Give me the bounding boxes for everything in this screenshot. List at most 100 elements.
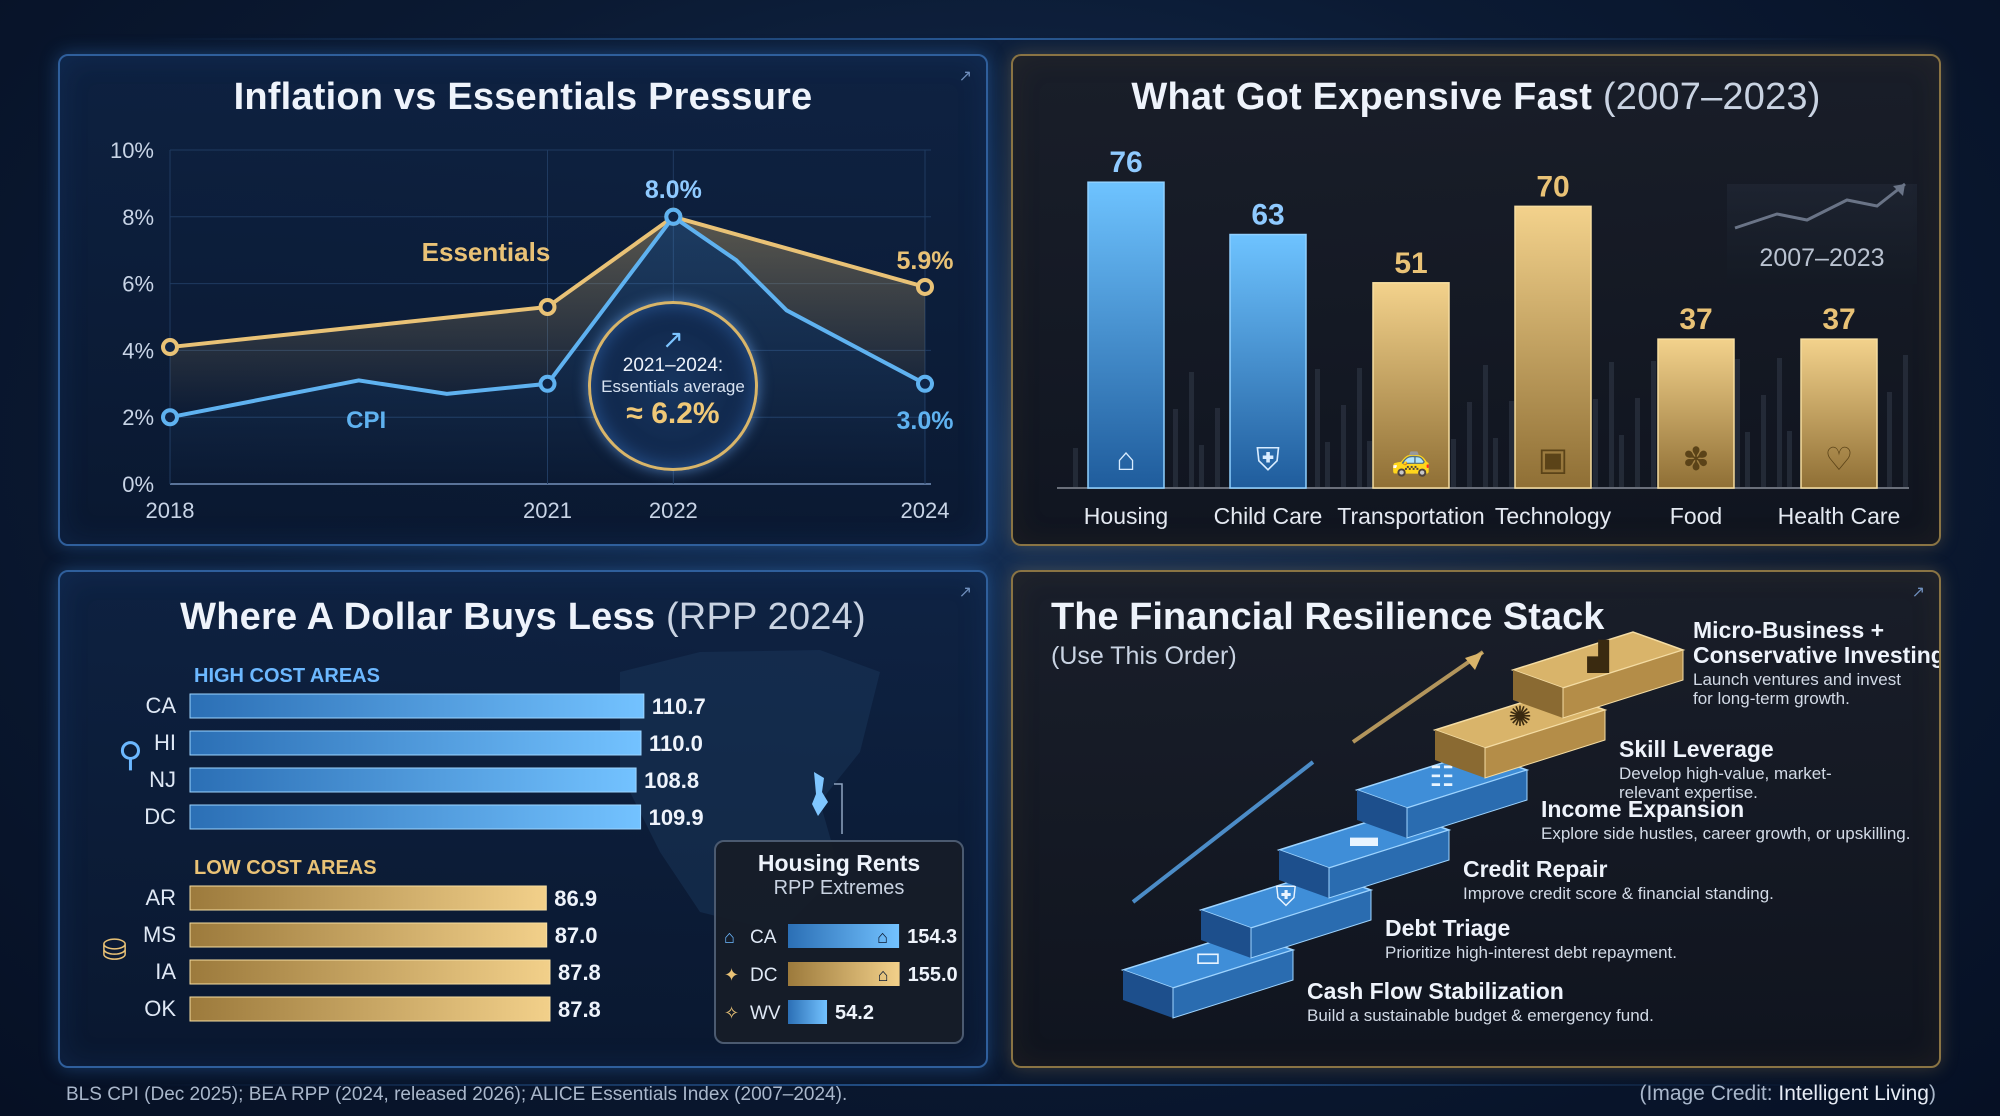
skyline-decoration	[1189, 372, 1194, 488]
skyline-decoration	[1315, 369, 1320, 488]
skyline-decoration	[1367, 441, 1372, 488]
bar-value-label: 37	[1679, 303, 1712, 336]
bar-chart-title-light: (2007–2023)	[1602, 76, 1821, 118]
housing-value-label: 155.0	[908, 964, 958, 986]
rpp-bar	[189, 996, 551, 1022]
skyline-decoration	[1467, 402, 1472, 488]
housing-rent-bar	[788, 1000, 828, 1024]
credit-name: Intelligent Living	[1778, 1082, 1929, 1105]
y-tick-label: 4%	[122, 338, 154, 363]
expand-icon[interactable]: ↗	[958, 68, 972, 85]
cpi-average-badge: ↗ 2021–2024: Essentials average ≈ 6.2%	[588, 301, 758, 471]
cpi-end-label: 3.0%	[897, 407, 954, 435]
step-title: Income Expansion	[1541, 796, 1744, 822]
category-label: Food	[1670, 503, 1722, 529]
expand-icon[interactable]: ↗	[958, 584, 972, 601]
stack-step-side	[1123, 970, 1173, 1018]
step-description: Launch ventures and invest	[1693, 670, 1901, 689]
bar-child-care	[1229, 233, 1307, 489]
step-description: relevant expertise.	[1619, 783, 1758, 802]
x-tick-label: 2022	[649, 498, 698, 523]
essentials-line	[169, 214, 926, 350]
skyline-decoration	[1199, 445, 1204, 488]
rpp-value-label: 110.0	[649, 731, 703, 756]
housing-chart-svg: ⌂ CA ⌂ 154.3 ✦ DC ⌂ 155.0 ✧ WV 54.2	[724, 924, 958, 1024]
bar-value-label: 76	[1109, 146, 1142, 179]
chip-icon: ▣	[1538, 441, 1568, 477]
y-tick-label: 2%	[122, 405, 154, 430]
skyline-decoration	[1173, 409, 1178, 488]
x-tick-label: 2021	[523, 498, 572, 523]
step-title: Micro-Business +	[1693, 617, 1884, 643]
state-label: WV	[750, 1003, 781, 1024]
credit-suffix: )	[1929, 1082, 1936, 1105]
step-description: Build a sustainable budget & emergency f…	[1307, 1006, 1654, 1025]
growth-chart-icon: ▟	[1586, 639, 1609, 673]
stack-step-front	[1328, 829, 1450, 899]
house-icon: ⌂	[1116, 441, 1135, 477]
state-label: AR	[145, 885, 176, 910]
state-label: DC	[750, 965, 777, 986]
essentials-series-label: Essentials	[422, 237, 551, 267]
heartbeat-icon: ♡	[1825, 441, 1854, 477]
rpp-bar	[189, 804, 642, 830]
coins-icon: ⛁	[102, 934, 127, 967]
rpp-bar	[189, 767, 637, 793]
bar-housing	[1087, 181, 1165, 489]
badge-line1: 2021–2024:	[622, 355, 724, 376]
skyline-decoration	[1215, 408, 1220, 488]
wallet-icon: ▭	[1195, 941, 1221, 972]
expand-icon[interactable]: ↗	[1911, 584, 1925, 601]
essentials-gap-area	[170, 216, 925, 418]
bar-value-label: 51	[1394, 247, 1427, 280]
skyline-decoration	[1777, 358, 1782, 488]
stack-step-side	[1201, 910, 1251, 958]
connector-line	[834, 783, 843, 834]
state-label: CA	[750, 927, 777, 948]
stack-step-front	[1172, 949, 1294, 1019]
bar-food	[1657, 338, 1735, 489]
skyline-decoration	[1635, 398, 1640, 488]
house-icon: ⌂	[878, 965, 889, 985]
stack-step-side	[1357, 790, 1407, 838]
wheat-icon: ✽	[1683, 441, 1710, 477]
skyline-decoration	[1887, 392, 1892, 488]
state-label: NJ	[149, 767, 176, 792]
skyline-decoration	[1073, 448, 1078, 488]
skyline-decoration	[1509, 401, 1514, 488]
stack-title: The Financial Resilience Stack	[1051, 596, 1605, 638]
step-title: Cash Flow Stabilization	[1307, 978, 1564, 1004]
house-icon: ⌂	[877, 927, 888, 947]
skyline-decoration	[1483, 365, 1488, 488]
state-label: CA	[145, 693, 176, 718]
stack-step-side	[1435, 730, 1485, 778]
y-tick-label: 10%	[110, 138, 154, 163]
state-label: HI	[154, 730, 176, 755]
category-label: Health Care	[1778, 503, 1901, 529]
period-badge: 2007–2023	[1727, 182, 1917, 284]
bar-transportation	[1372, 282, 1450, 489]
rpp-panel: Where A Dollar Buys Less (RPP 2024) ↗ HI…	[58, 570, 988, 1068]
housing-value-label: 154.3	[907, 926, 957, 948]
rpp-bar	[189, 959, 551, 985]
peak-data-label: 8.0%	[645, 176, 702, 204]
shield-heart-icon: ⛨	[1256, 441, 1280, 477]
decorative-frame-line	[150, 38, 1850, 40]
rpp-value-label: 110.7	[652, 694, 706, 719]
cpi-point	[161, 408, 179, 427]
step-description: Develop high-value, market-	[1619, 764, 1832, 783]
skyline-decoration	[1593, 399, 1598, 488]
rpp-chart-svg: HIGH COST AREAS CA 110.7 HI 110.0 NJ 108.8 DC 10…	[102, 650, 880, 1022]
line-chart-svg: 10% 8% 6% 4% 2% 0%2018 2021 2022 2024 Essentials C…	[110, 138, 954, 523]
skyline-decoration	[1735, 359, 1740, 488]
progress-arrow	[1351, 650, 1485, 744]
stack-step-front	[1406, 769, 1528, 839]
cpi-point	[538, 374, 557, 393]
credit-card-icon: ▬	[1350, 821, 1378, 852]
step-title: Credit Repair	[1463, 856, 1607, 882]
cpi-point	[916, 374, 934, 393]
stack-step-front	[1484, 709, 1606, 779]
skyline-decoration	[1325, 442, 1330, 488]
cpi-point	[664, 207, 683, 226]
category-label: Housing	[1084, 503, 1168, 529]
